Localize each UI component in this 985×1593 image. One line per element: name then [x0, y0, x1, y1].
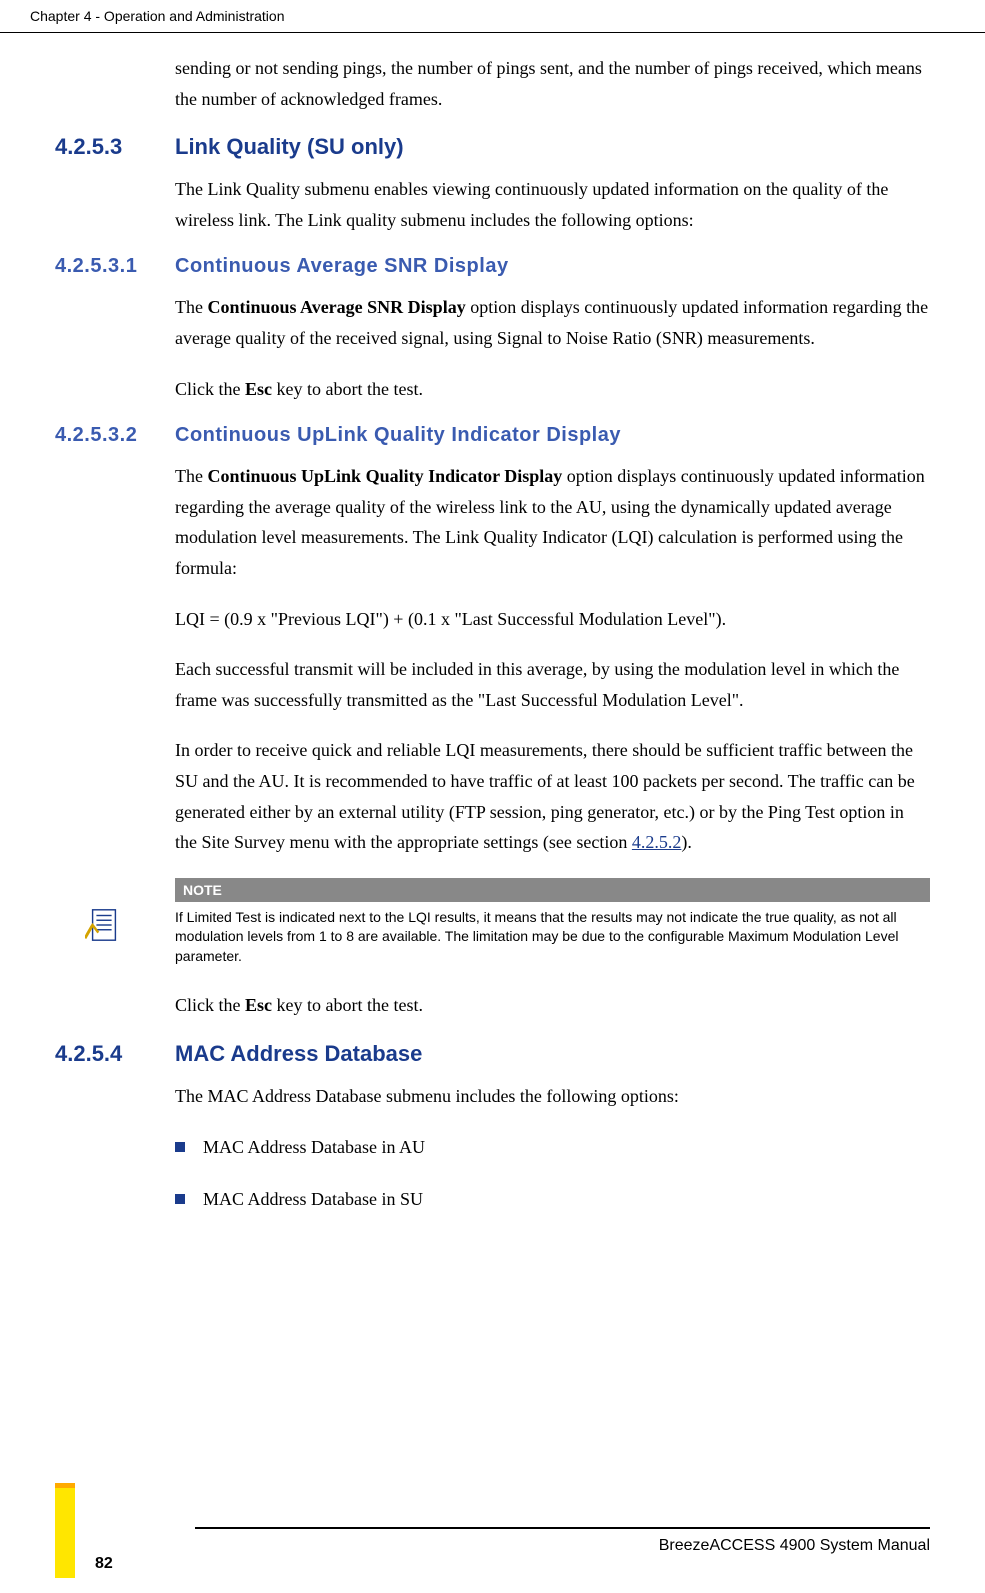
note-block: NOTE If Limited Test is indicated next t… [175, 878, 930, 973]
paragraph-42532-3: Each successful transmit will be include… [175, 654, 930, 715]
section-title: MAC Address Database [175, 1041, 422, 1066]
bullet-item: MAC Address Database in SU [175, 1184, 930, 1215]
note-header: NOTE [175, 878, 930, 902]
paragraph-42532-4: In order to receive quick and reliable L… [175, 735, 930, 857]
section-title: Continuous Average SNR Display [175, 255, 509, 277]
paragraph-4253: The Link Quality submenu enables viewing… [175, 174, 930, 235]
paragraph-42531-1: The Continuous Average SNR Display optio… [175, 292, 930, 353]
content: sending or not sending pings, the number… [0, 33, 985, 1297]
paragraph-42532-2: LQI = (0.9 x "Previous LQI") + (0.1 x "L… [175, 604, 930, 635]
heading-4254: 4.2.5.4MAC Address Database [55, 1041, 930, 1067]
page-footer: BreezeACCESS 4900 System Manual 82 [0, 1527, 985, 1573]
section-title: Continuous UpLink Quality Indicator Disp… [175, 424, 621, 446]
paragraph-42532-1: The Continuous UpLink Quality Indicator … [175, 461, 930, 583]
note-body: If Limited Test is indicated next to the… [175, 902, 930, 973]
section-number: 4.2.5.4 [55, 1041, 175, 1067]
abort-text: Click the Esc key to abort the test. [175, 990, 930, 1021]
note-icon [85, 906, 123, 944]
intro-paragraph: sending or not sending pings, the number… [175, 53, 930, 114]
section-link-4252[interactable]: 4.2.5.2 [632, 832, 682, 852]
heading-4253: 4.2.5.3Link Quality (SU only) [55, 134, 930, 160]
chapter-label: Chapter 4 - Operation and Administration [30, 8, 284, 24]
page-number: 82 [95, 1555, 930, 1573]
section-title: Link Quality (SU only) [175, 134, 404, 159]
section-number: 4.2.5.3.1 [55, 255, 175, 278]
paragraph-42531-2: Click the Esc key to abort the test. [175, 374, 930, 405]
page-header: Chapter 4 - Operation and Administration [0, 0, 985, 33]
heading-42531: 4.2.5.3.1Continuous Average SNR Display [55, 255, 930, 278]
section-number: 4.2.5.3 [55, 134, 175, 160]
paragraph-4254: The MAC Address Database submenu include… [175, 1081, 930, 1112]
bullet-item: MAC Address Database in AU [175, 1132, 930, 1163]
section-number: 4.2.5.3.2 [55, 424, 175, 447]
heading-42532: 4.2.5.3.2Continuous UpLink Quality Indic… [55, 424, 930, 447]
footer-manual: BreezeACCESS 4900 System Manual [55, 1537, 930, 1555]
